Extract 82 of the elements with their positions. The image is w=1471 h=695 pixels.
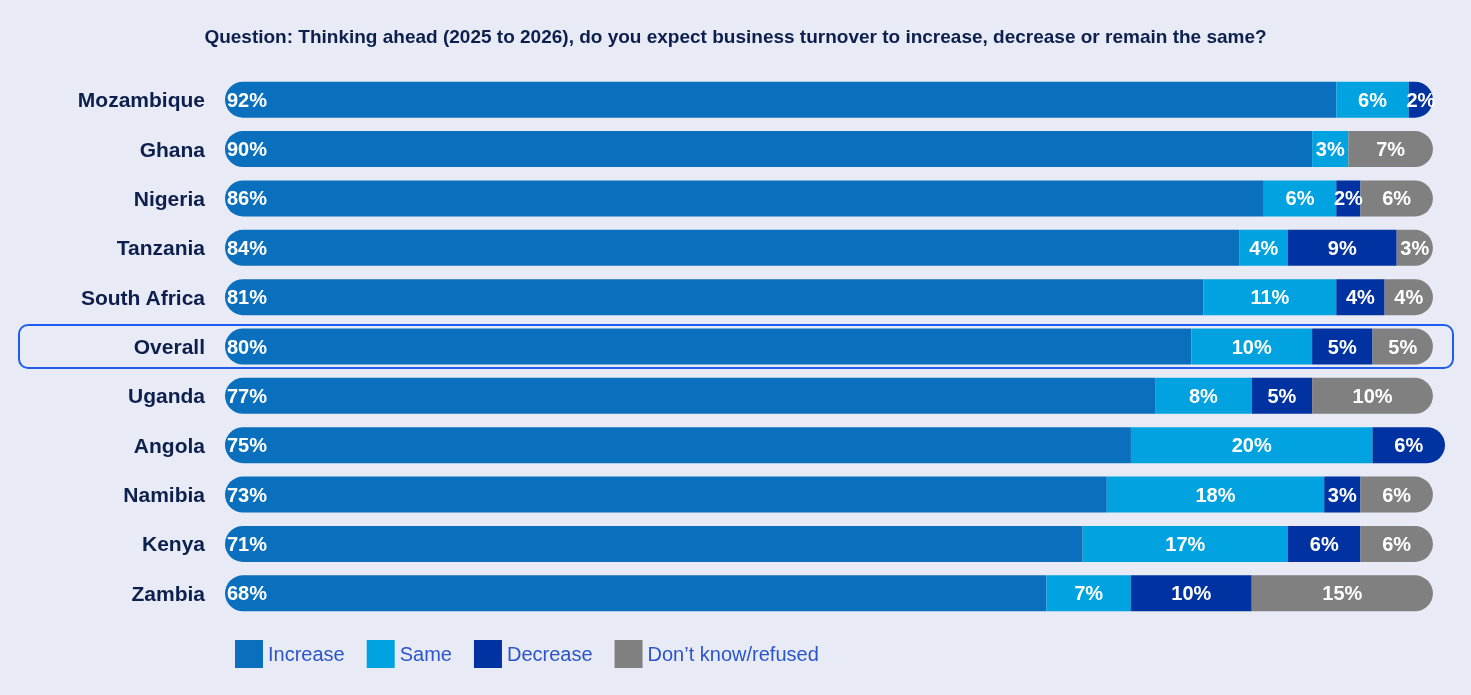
y-tick-label: South Africa	[80, 285, 206, 309]
data-label: 4%	[1394, 286, 1424, 309]
bar	[1251, 575, 1433, 612]
y-tick-label: Namibia	[123, 483, 206, 507]
y-tick-label: Kenya	[141, 532, 206, 556]
bar	[1155, 377, 1252, 414]
data-label: 15%	[1322, 582, 1363, 605]
data-label: 75%	[227, 434, 268, 457]
data-label: 6%	[1382, 532, 1412, 555]
bar	[1348, 131, 1433, 168]
y-tick-label: Tanzania	[116, 236, 206, 260]
bar	[225, 525, 1083, 562]
bar	[1191, 328, 1313, 365]
data-label: 20%	[1231, 434, 1272, 457]
y-tick-label: Uganda	[127, 384, 206, 408]
data-label: 6%	[1394, 434, 1424, 457]
legend-label: Don’t know/refused	[647, 643, 819, 665]
bar	[1130, 575, 1252, 612]
data-label: 80%	[227, 335, 268, 358]
data-label: 10%	[1352, 384, 1393, 407]
data-label: 5%	[1327, 335, 1357, 358]
y-tick-label: Ghana	[139, 137, 206, 161]
data-label: 86%	[227, 187, 268, 210]
data-label: 84%	[227, 236, 268, 259]
data-label: 81%	[227, 286, 268, 309]
bar	[1287, 229, 1397, 266]
data-label: 6%	[1358, 88, 1388, 111]
data-label: 77%	[227, 384, 268, 407]
data-label: 10%	[1231, 335, 1272, 358]
data-label: 3%	[1315, 138, 1345, 161]
legend-label: Increase	[268, 643, 345, 665]
data-label: 73%	[227, 483, 268, 506]
bar	[1130, 427, 1373, 464]
data-label: 3%	[1400, 236, 1430, 259]
bar	[225, 575, 1047, 612]
data-label: 6%	[1285, 187, 1315, 210]
bar	[225, 427, 1131, 464]
data-label: 6%	[1382, 187, 1412, 210]
data-label: 7%	[1376, 138, 1406, 161]
data-label: 4%	[1249, 236, 1279, 259]
legend-label: Decrease	[506, 643, 593, 665]
bar	[1312, 377, 1433, 414]
data-label: 10%	[1171, 582, 1212, 605]
data-label: 71%	[227, 532, 268, 555]
y-tick-label: Overall	[133, 335, 205, 358]
bar	[1360, 476, 1433, 513]
bar	[225, 81, 1337, 118]
bar	[225, 279, 1204, 316]
data-label: 4%	[1345, 286, 1376, 309]
data-label: 6%	[1309, 532, 1339, 555]
bar	[225, 377, 1156, 414]
data-label: 2%	[1333, 187, 1364, 210]
bar	[225, 180, 1264, 217]
y-tick-label: Zambia	[131, 581, 206, 605]
data-label: 8%	[1188, 384, 1219, 407]
bar	[1203, 279, 1337, 316]
legend-label: Same	[399, 643, 452, 665]
y-tick-label: Nigeria	[133, 186, 206, 210]
data-label: 6%	[1382, 483, 1412, 506]
data-label: 68%	[227, 582, 268, 605]
data-label: 5%	[1388, 335, 1418, 358]
data-label: 92%	[227, 88, 268, 111]
data-label: 7%	[1074, 582, 1104, 605]
data-label: 9%	[1327, 236, 1357, 259]
bar	[1336, 81, 1409, 118]
bar	[225, 328, 1192, 365]
data-label: 17%	[1165, 532, 1206, 555]
bar	[225, 131, 1313, 168]
bar	[1082, 525, 1288, 562]
bar	[1106, 476, 1325, 513]
data-label: 5%	[1267, 384, 1297, 407]
data-label: 90%	[227, 138, 268, 161]
data-label: 3%	[1327, 483, 1357, 506]
chart-title: Question: Thinking ahead (2025 to 2026), do you expect business turnover to increase, decrease or remain the same?	[204, 26, 1267, 47]
bar	[225, 476, 1107, 513]
bar	[1046, 575, 1131, 612]
y-tick-label: Mozambique	[77, 88, 205, 112]
bar	[225, 229, 1240, 266]
bar	[1360, 525, 1433, 562]
y-tick-label: Angola	[133, 433, 206, 457]
data-label: 18%	[1195, 483, 1236, 506]
data-label: 11%	[1250, 286, 1290, 309]
